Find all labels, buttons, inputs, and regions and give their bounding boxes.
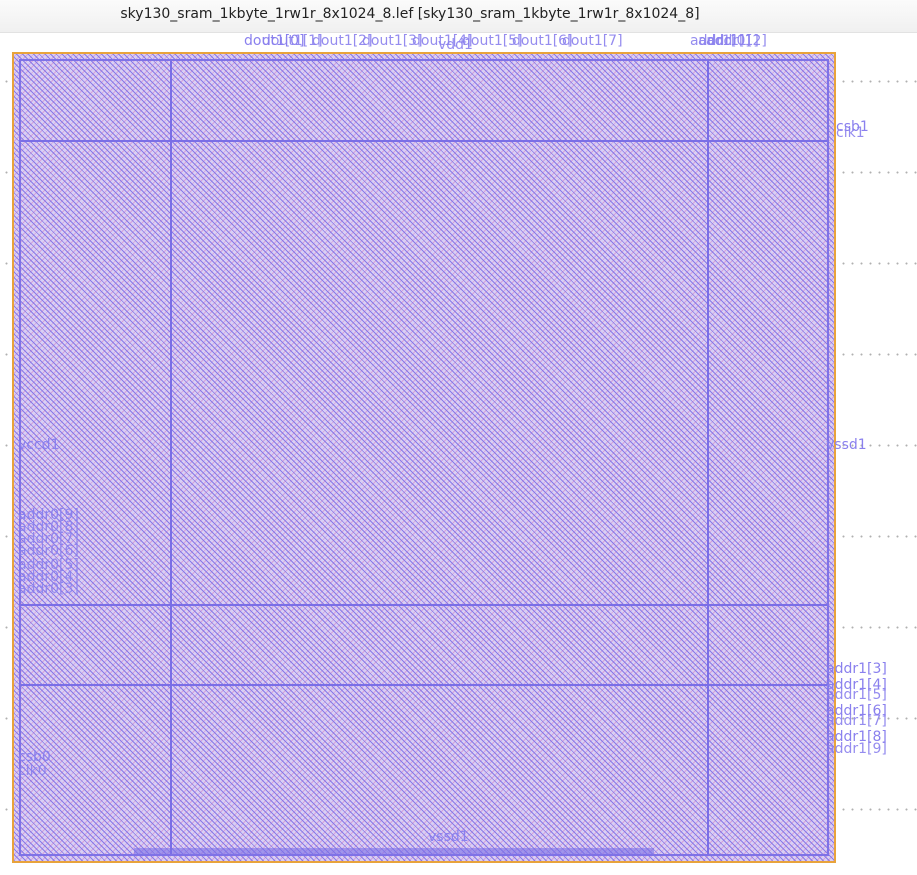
pin-label-top[interactable]: dout1[5] bbox=[462, 33, 523, 49]
vertical-strap-left bbox=[170, 61, 172, 854]
pin-label-top[interactable]: dout1[7] bbox=[562, 33, 623, 49]
pin-label-left[interactable]: addr0[4] bbox=[18, 569, 79, 585]
pin-label-left[interactable]: addr0[9] bbox=[18, 507, 79, 523]
pin-label-right[interactable]: addr1[7] bbox=[826, 713, 887, 729]
pin-label-left[interactable]: addr0[3] bbox=[18, 581, 79, 597]
pin-label-left[interactable]: addr0[8] bbox=[18, 519, 79, 535]
pin-label-left[interactable]: addr0[7] bbox=[18, 531, 79, 547]
pin-label-right[interactable]: addr1[9] bbox=[826, 741, 887, 757]
pin-label-right[interactable]: addr1[8] bbox=[826, 729, 887, 745]
pin-label-top[interactable]: addr1[1] bbox=[698, 33, 759, 49]
pin-label-left[interactable]: csb0 bbox=[18, 749, 51, 765]
pin-label-right[interactable]: clk1 bbox=[836, 125, 865, 141]
window-title: sky130_sram_1kbyte_1rw1r_8x1024_8.lef [s… bbox=[120, 6, 700, 22]
pin-label-top[interactable]: vdd1 bbox=[438, 37, 473, 53]
power-ring bbox=[19, 59, 829, 856]
horizontal-strap-1 bbox=[21, 140, 827, 142]
pin-label-left[interactable]: clk0 bbox=[18, 763, 47, 779]
pin-label-top[interactable]: dout1[2] bbox=[312, 33, 373, 49]
pin-label-top[interactable]: dout1[1] bbox=[262, 33, 323, 49]
pin-label-right[interactable]: addr1[5] bbox=[826, 687, 887, 703]
pin-label-top[interactable]: addr1[2] bbox=[706, 33, 767, 49]
sram-macro-boundary[interactable] bbox=[12, 52, 836, 863]
vertical-strap-right bbox=[707, 61, 709, 854]
bottom-pin-strip bbox=[134, 848, 654, 854]
pin-label-left[interactable]: addr0[5] bbox=[18, 557, 79, 573]
pin-label-top[interactable]: dout1[0] bbox=[244, 33, 305, 49]
pin-label-left[interactable]: vccd1 bbox=[18, 437, 60, 453]
pin-label-bottom[interactable]: vssd1 bbox=[428, 829, 469, 845]
horizontal-strap-3 bbox=[21, 684, 827, 686]
pin-label-right[interactable]: addr1[6] bbox=[826, 703, 887, 719]
horizontal-strap-2 bbox=[21, 604, 827, 606]
pin-label-top[interactable]: dout1[3] bbox=[362, 33, 423, 49]
pin-label-right[interactable]: vssd1 bbox=[826, 437, 867, 453]
pin-label-right[interactable]: addr1[3] bbox=[826, 661, 887, 677]
pin-label-right[interactable]: csb1 bbox=[836, 119, 869, 135]
pin-label-top[interactable]: dout1[6] bbox=[512, 33, 573, 49]
window-titlebar: sky130_sram_1kbyte_1rw1r_8x1024_8.lef [s… bbox=[0, 0, 917, 33]
pin-label-top[interactable]: dout1[4] bbox=[412, 33, 473, 49]
pin-label-left[interactable]: addr0[6] bbox=[18, 543, 79, 559]
pin-label-right[interactable]: addr1[4] bbox=[826, 677, 887, 693]
pin-label-top[interactable]: addr1[0] bbox=[690, 33, 751, 49]
